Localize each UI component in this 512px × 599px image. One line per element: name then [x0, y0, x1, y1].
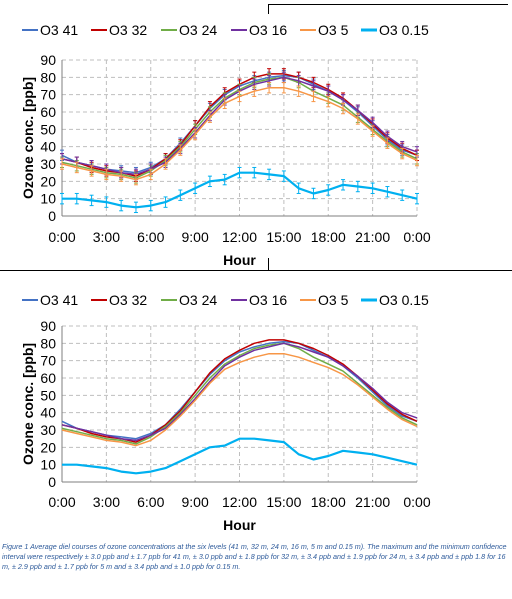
x-tick-label: 15:00 [266, 229, 301, 245]
y-tick-label: 40 [40, 405, 56, 421]
y-axis-label: Ozone conc. [ppb] [20, 77, 36, 199]
legend-label: O3 32 [109, 22, 147, 38]
y-tick-label: 90 [40, 318, 56, 334]
series-line [62, 437, 418, 475]
legend-label: O3 0.15 [379, 292, 429, 308]
x-tick-label: 3:00 [93, 229, 120, 245]
y-tick-label: 20 [40, 439, 56, 455]
y-tick-label: 90 [40, 52, 56, 68]
series-line [61, 342, 418, 442]
x-tick-label: 6:00 [137, 229, 164, 245]
y-tick-label: 0 [48, 474, 56, 490]
x-tick-label: 3:00 [93, 494, 120, 510]
x-tick-label: 12:00 [222, 229, 257, 245]
y-tick-label: 70 [40, 353, 56, 369]
y-tick-label: 10 [40, 191, 56, 207]
chart-panel-with-error-bars: 0 10 20 30 40 50 60 70 80 90 0:00 3:00 6:00 9:00 12:00… [0, 0, 512, 268]
series-line [61, 340, 418, 440]
legend-label: O3 41 [40, 292, 78, 308]
figure-caption: Figure 1 Average diel courses of ozone c… [2, 542, 507, 571]
legend-label: O3 32 [109, 292, 147, 308]
y-tick-label: 0 [48, 208, 56, 224]
x-tick-label: 18:00 [311, 229, 346, 245]
x-tick-label: 15:00 [266, 494, 301, 510]
chart-panel-without-error-bars: 0 10 20 30 40 50 60 70 80 90 0:00 3:00 6:00 9:00 12:00… [0, 272, 512, 534]
y-tick-label: 30 [40, 156, 56, 172]
divider-rule [0, 270, 512, 271]
y-tick-label: 80 [40, 69, 56, 85]
divider-vertical-rule [268, 258, 269, 270]
y-tick-label: 20 [40, 173, 56, 189]
y-tick-label: 80 [40, 335, 56, 351]
series-line [61, 352, 418, 447]
legend-label: O3 16 [249, 22, 287, 38]
series-line [62, 171, 418, 209]
y-tick-label: 70 [40, 87, 56, 103]
x-tick-label: 0:00 [403, 494, 430, 510]
legend-label: O3 24 [179, 292, 217, 308]
y-tick-label: 50 [40, 121, 56, 137]
legend-label: O3 41 [40, 22, 78, 38]
series-line [61, 342, 418, 445]
x-tick-label: 0:00 [403, 229, 430, 245]
top-vertical-rule [268, 4, 269, 14]
x-tick-label: 0:00 [48, 229, 75, 245]
y-tick-label: 40 [40, 139, 56, 155]
y-axis-label: Ozone conc. [ppb] [20, 343, 36, 465]
legend-label: O3 16 [249, 292, 287, 308]
top-rule [268, 4, 508, 5]
x-tick-label: 9:00 [182, 494, 209, 510]
x-tick-label: 6:00 [137, 494, 164, 510]
x-axis-label: Hour [223, 517, 256, 533]
x-tick-label: 12:00 [222, 494, 257, 510]
y-tick-label: 60 [40, 370, 56, 386]
legend-label: O3 5 [318, 292, 349, 308]
x-tick-label: 9:00 [182, 229, 209, 245]
x-tick-label: 21:00 [355, 229, 390, 245]
x-tick-label: 21:00 [355, 494, 390, 510]
legend-label: O3 5 [318, 22, 349, 38]
y-tick-label: 60 [40, 104, 56, 120]
y-tick-label: 10 [40, 457, 56, 473]
y-tick-label: 50 [40, 387, 56, 403]
legend-label: O3 24 [179, 22, 217, 38]
x-tick-label: 0:00 [48, 494, 75, 510]
y-tick-label: 30 [40, 422, 56, 438]
series-line [61, 86, 418, 181]
x-tick-label: 18:00 [311, 494, 346, 510]
x-axis-label: Hour [223, 252, 256, 268]
legend-label: O3 0.15 [379, 22, 429, 38]
